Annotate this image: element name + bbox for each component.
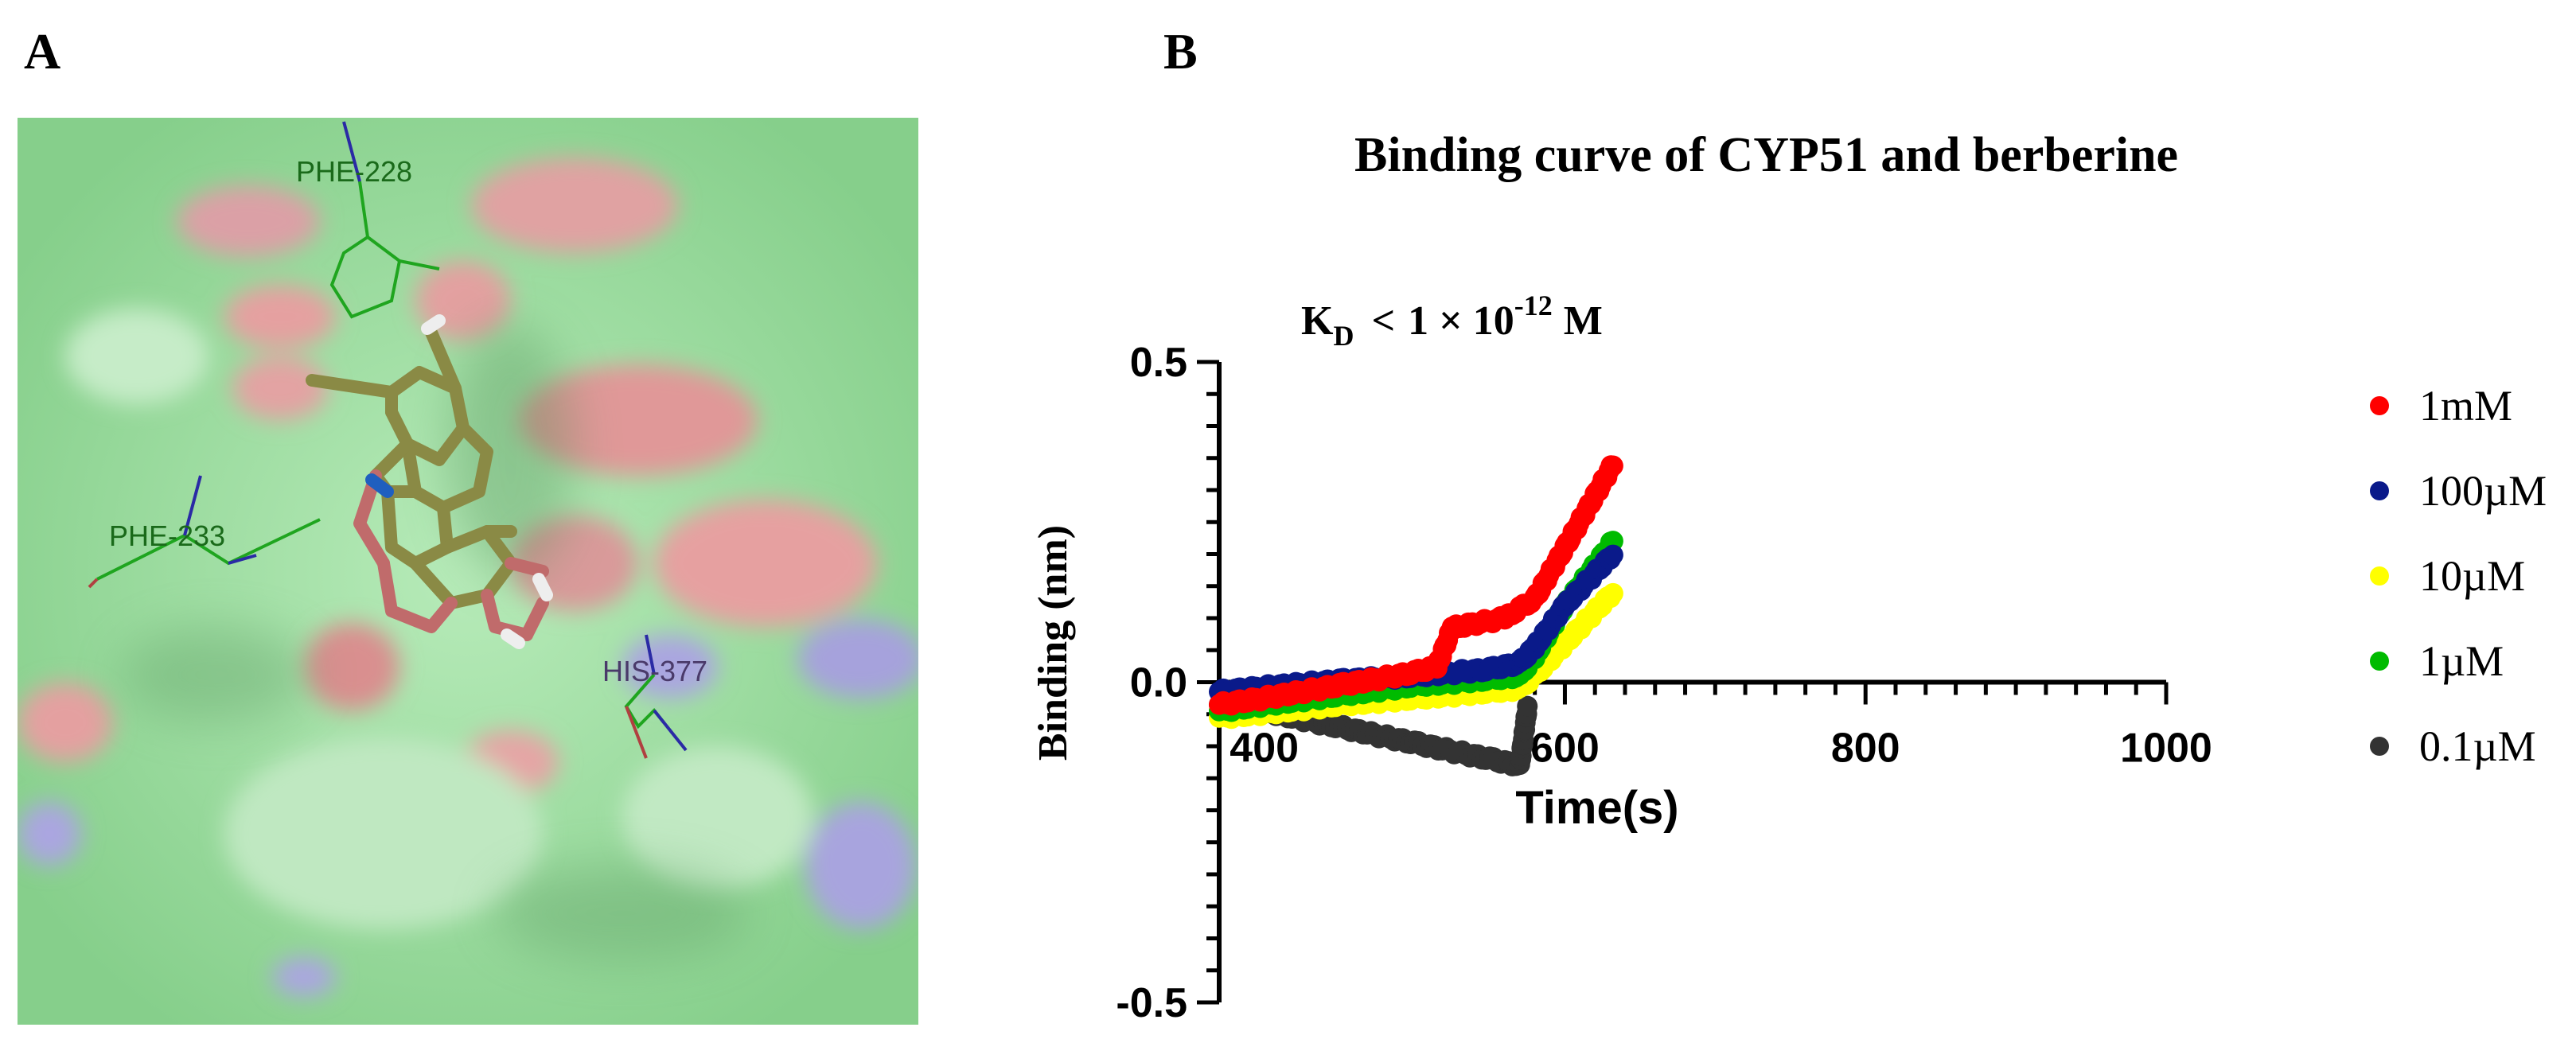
panel-b-label: B [1163,23,1198,80]
binding-curve-chart: Binding curve of CYP51 and berberine KD <… [1031,128,2547,1026]
data-point [1602,455,1623,477]
ligand-berberine [306,314,553,649]
kd-subscript: D [1333,320,1354,352]
y-tick-label: 0.5 [1130,340,1187,386]
kd-prefix: K [1301,298,1334,344]
docking-surface-view: PHE-228 PHE-233 HIS-377 [18,118,918,1025]
legend-marker [2370,652,2389,671]
x-tick-label: 1000 [2120,726,2212,772]
x-tick-label: 400 [1230,726,1299,772]
surface-shadows [121,325,750,961]
kd-exponent: -12 [1514,290,1553,321]
legend-marker [2370,481,2389,500]
data-point [1602,582,1623,604]
chart-title: Binding curve of CYP51 and berberine [1354,128,2178,182]
legend-marker [2370,396,2389,415]
legend-marker [2370,737,2389,756]
y-tick-label: -0.5 [1116,980,1187,1026]
legend-marker [2370,566,2389,586]
y-axis-label: Binding (nm) [1031,525,1076,761]
residue-phe233 [88,475,321,589]
residue-label-his377: HIS-377 [602,655,707,687]
residue-his377 [624,634,688,759]
data-series [1209,455,1623,776]
x-tick-label: 600 [1530,726,1600,772]
x-axis-label: Time(s) [1515,782,1678,834]
legend-label: 10µM [2419,552,2525,600]
legend-label: 1µM [2419,637,2504,685]
chart-legend: 1mM 100µM 10µM 1µM 0.1µM [2370,382,2547,770]
residue-phe228 [329,121,440,319]
data-point [1517,695,1538,717]
x-tick-label: 800 [1831,726,1900,772]
kd-value: 1 × 10 [1408,298,1514,344]
kd-annotation: KD <1 × 10-12 M [1301,290,1603,352]
residue-label-phe233: PHE-233 [109,520,225,552]
kd-relation: < [1371,298,1395,344]
kd-unit: M [1564,298,1603,344]
legend-label: 1mM [2419,382,2512,430]
data-point [1602,544,1623,566]
legend-label: 100µM [2419,467,2547,515]
y-tick-label: 0.0 [1130,660,1187,706]
series-1mM [1209,455,1623,716]
residue-label-phe228: PHE-228 [296,155,412,188]
panel-a-label: A [24,23,61,80]
legend-label: 0.1µM [2419,722,2536,770]
